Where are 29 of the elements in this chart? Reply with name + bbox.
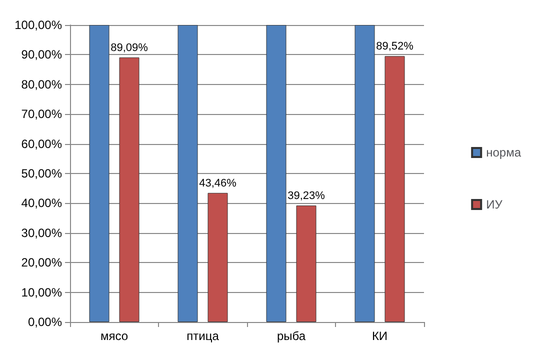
bar <box>296 205 316 322</box>
data-label: 89,52% <box>376 40 414 53</box>
y-tick-label: 80,00% <box>21 77 62 92</box>
y-tick-label: 20,00% <box>21 256 62 270</box>
y-tick-label: 0,00% <box>28 315 62 329</box>
x-tick-label: мясо <box>100 329 128 343</box>
legend-label: ИУ <box>486 198 503 212</box>
y-tick-label: 50,00% <box>21 166 62 180</box>
bar <box>354 25 375 322</box>
data-label: 89,09% <box>110 42 148 54</box>
y-tick-label: 70,00% <box>21 107 62 122</box>
data-label: 43,46% <box>199 177 237 190</box>
bar <box>178 25 198 322</box>
data-label: 39,23% <box>288 190 326 202</box>
y-tick-label: 10,00% <box>21 285 62 300</box>
y-tick-label: 30,00% <box>21 226 62 240</box>
bar <box>208 192 228 322</box>
y-tick-label: 90,00% <box>21 48 62 62</box>
y-tick-label: 60,00% <box>21 136 62 151</box>
bar <box>119 57 140 322</box>
bar <box>89 25 110 322</box>
y-tick-label: 100,00% <box>14 18 62 32</box>
bar <box>384 56 405 322</box>
legend-label: норма <box>486 146 522 160</box>
bar <box>266 25 286 322</box>
x-tick-label: рыба <box>276 329 306 343</box>
y-tick-label: 40,00% <box>21 196 62 210</box>
x-tick-label: птица <box>186 329 220 343</box>
x-tick-label: КИ <box>372 329 388 343</box>
